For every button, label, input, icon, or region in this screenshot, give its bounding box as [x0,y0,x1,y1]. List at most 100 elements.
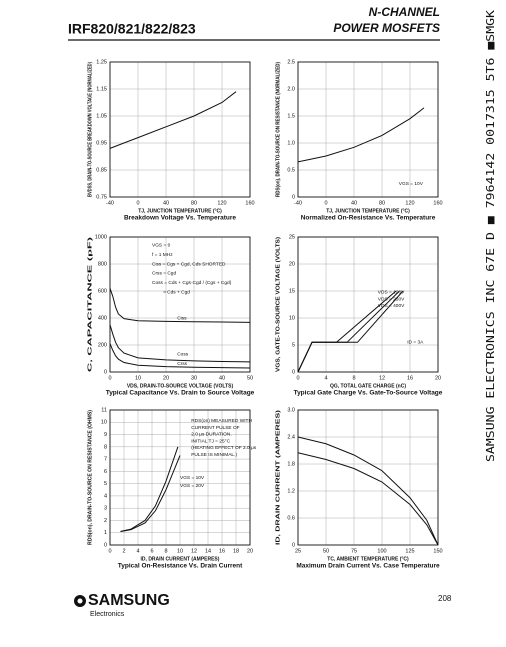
annotation: ≈ Cds + Cgd [163,290,190,296]
series-line [109,343,251,369]
x-tick-label: 150 [433,548,442,554]
y-tick-label: 10 [101,420,107,426]
y-tick-label: 7 [104,457,107,463]
x-tick-label: 120 [217,200,226,206]
x-tick-label: 0 [324,200,327,206]
x-tick-label: 10 [177,548,183,554]
x-tick-label: 0 [296,375,299,381]
chart: 0 200 400 600 800 1000 0 10 20 30 40 50 VDS, DRAIN-T… [87,234,254,396]
plot-frame [109,61,251,198]
series-line [297,436,439,546]
x-tick-label: 50 [247,375,253,381]
x-tick-label: 40 [219,375,225,381]
y-tick-label: 5 [292,342,295,348]
y-tick-label: 6 [104,469,107,475]
y-tick-label: 2.4 [287,434,295,440]
x-tick-label: 50 [323,548,329,554]
x-tick-label: 12 [379,375,385,381]
x-tick-label: 16 [219,548,225,554]
y-tick-label: 0.75 [96,194,107,200]
series-line [109,324,251,363]
annotation: Coss = Cds + Cgs·Cgd / (Cgs + Cgd) [152,280,232,286]
chart-title: Typical On-Resistance Vs. Drain Current [118,563,243,570]
y-tick-label: 0 [292,369,295,375]
series-label: Ciss [177,315,187,321]
x-tick-label: 120 [405,200,414,206]
y-axis-label: VGS, GATE-TO-SOURCE VOLTAGE (VOLTS) [275,237,281,372]
x-tick-label: 30 [191,375,197,381]
y-tick-label: 400 [98,315,107,321]
y-tick-label: 20 [289,261,295,267]
annotation: PULSE IS MINIMAL.) [191,452,237,458]
x-tick-label: 75 [351,548,357,554]
annotation: ID = 3A [407,340,424,346]
y-tick-label: 800 [98,261,107,267]
annotation: 2.0 μs DURATION. [191,432,232,438]
series-line [120,446,179,532]
x-tick-label: 80 [191,200,197,206]
annotation: Crss = Cgd [152,271,176,277]
annotation: CURRENT PULSE OF [191,425,239,431]
chart-title: Breakdown Voltage Vs. Temperature [124,215,236,222]
brand-sub: Electronics [90,611,125,618]
y-tick-label: 0 [292,194,295,200]
chart-title: Typical Gate Charge Vs. Gate-To-Source V… [294,390,443,397]
y-tick-label: 0 [104,542,107,548]
x-tick-label: 0 [136,200,139,206]
x-tick-label: -40 [294,200,302,206]
x-tick-label: 20 [247,548,253,554]
brand: SAMSUNG [88,592,170,609]
y-tick-label: 1.2 [287,488,295,494]
y-tick-label: 11 [101,407,107,413]
part-number: IRF820/821/822/823 [68,21,196,37]
x-tick-label: 160 [245,200,254,206]
x-tick-label: 40 [351,200,357,206]
chart: 0 0.6 1.2 1.8 2.4 3.0 25 50 75 100 125 150 TC, AMBIE… [275,407,442,569]
x-tick-label: 40 [163,200,169,206]
y-tick-label: 1.05 [96,113,107,119]
chart-title: Normalized On-Resistance Vs. Temperature [301,215,436,222]
x-tick-label: 25 [295,548,301,554]
x-axis-label: TC, AMBIENT TEMPERATURE (°C) [327,556,409,562]
x-tick-label: 18 [233,548,239,554]
series-line [297,290,404,373]
y-axis-label: BVDSS, DRAIN-TO-SOURCE BREAKDOWN VOLTAGE… [87,62,93,197]
plot-frame [297,61,439,198]
header-line: POWER MOSFETS [333,21,440,35]
series-label: VGS = 20V [180,483,205,489]
series-label: Crss [177,361,187,367]
y-tick-label: 0.5 [287,167,295,173]
series-label: VDS = 100V [378,290,405,296]
series-label: VDS = 400V [378,303,405,309]
y-tick-label: 0.95 [96,140,107,146]
x-tick-label: 0 [108,375,111,381]
x-tick-label: 8 [352,375,355,381]
y-axis-label: RDS(on), DRAIN-TO-SOURCE ON RESISTANCE (… [87,410,93,545]
y-tick-label: 1000 [95,234,107,240]
x-tick-label: 100 [377,548,386,554]
x-tick-label: 4 [136,548,139,554]
series-line [109,91,237,149]
y-tick-label: 10 [289,315,295,321]
y-tick-label: 4 [104,493,107,499]
y-tick-label: 1 [104,530,107,536]
samsung-logo [74,595,86,607]
y-tick-label: 5 [104,481,107,487]
x-axis-label: VDS, DRAIN-TO-SOURCE VOLTAGE (VOLTS) [127,383,234,389]
annotation: VGS = 10V [399,181,424,187]
x-tick-label: 20 [435,375,441,381]
chart-title: Maximum Drain Current Vs. Case Temperatu… [296,563,440,570]
y-tick-label: 8 [104,444,107,450]
x-tick-label: 6 [150,548,153,554]
series-line [297,107,425,163]
x-tick-label: 8 [164,548,167,554]
x-tick-label: 4 [324,375,327,381]
y-tick-label: 0 [292,542,295,548]
annotation: VGS = 0 [152,242,171,248]
plot-frame [297,409,439,546]
x-tick-label: -40 [106,200,114,206]
